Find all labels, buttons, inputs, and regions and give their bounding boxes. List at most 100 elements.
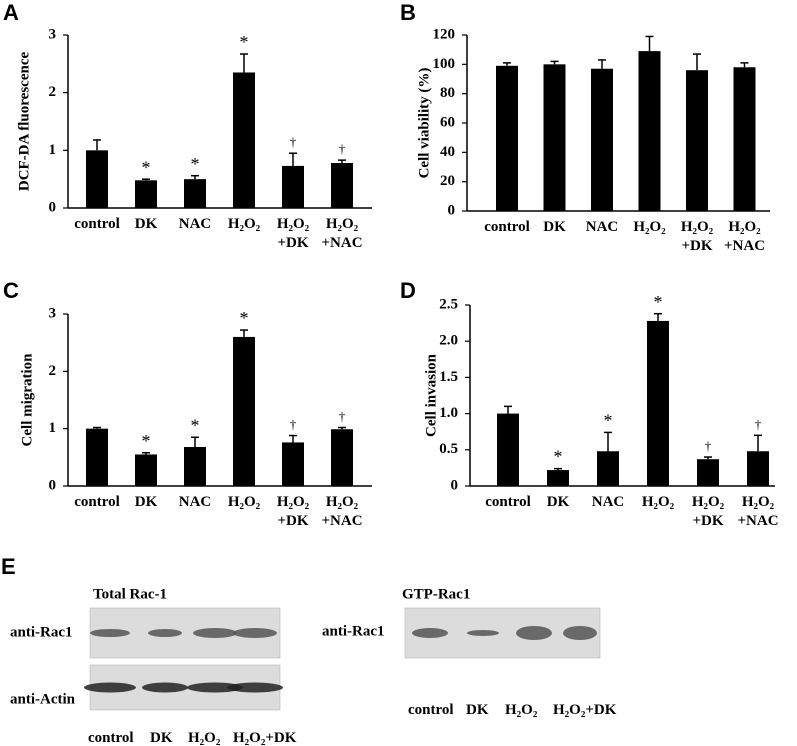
y-tick-label: 3 <box>49 305 57 321</box>
panel-label: E <box>1 554 16 579</box>
error-bar <box>704 456 712 460</box>
y-tick-label: 0 <box>448 202 456 218</box>
x-tick-label: DK <box>134 216 158 232</box>
panel-label: C <box>3 278 19 303</box>
lane-label: H₂O₂ <box>188 730 221 746</box>
error-bar <box>754 434 762 452</box>
y-tick-label: 60 <box>440 114 455 130</box>
error-bar <box>604 431 612 452</box>
bar <box>697 459 719 486</box>
significance-marker: † <box>339 141 346 156</box>
blot-row-label: anti-Actin <box>10 691 76 707</box>
x-tick-label: NAC <box>178 494 212 510</box>
bar <box>647 320 669 486</box>
bar <box>184 179 206 208</box>
blot-row-label: anti-Rac1 <box>322 623 385 639</box>
error-bar <box>338 159 346 164</box>
panel-label: D <box>400 278 416 303</box>
bar <box>233 72 255 208</box>
error-bar <box>740 62 749 68</box>
lane-label: H₂O₂+DK <box>553 702 617 718</box>
blot-row-label: anti-Rac1 <box>10 624 73 640</box>
significance-marker: * <box>240 32 249 52</box>
error-bar <box>93 426 101 429</box>
significance-marker: * <box>142 431 151 451</box>
lane-label: control <box>408 702 454 718</box>
lane-label: DK <box>150 730 173 746</box>
blot-band <box>467 630 499 636</box>
significance-marker: † <box>290 417 297 432</box>
bar <box>686 70 708 211</box>
x-tick-label: H₂O₂ +NAC <box>321 216 363 251</box>
blot-band <box>516 626 552 640</box>
x-tick-label: H₂O₂ +NAC <box>723 219 766 254</box>
lane-label: DK <box>466 702 489 718</box>
x-tick-label: DK <box>546 494 570 510</box>
x-tick-label: H₂O₂ +DK <box>276 216 310 251</box>
error-bar <box>504 405 512 414</box>
x-tick-label: H₂O₂ +NAC <box>737 494 779 529</box>
bar <box>86 428 108 486</box>
y-tick-label: 2 <box>49 363 57 379</box>
bar <box>597 451 619 486</box>
error-bar <box>240 329 248 337</box>
bar <box>638 51 661 212</box>
bar <box>497 413 519 486</box>
y-tick-label: 100 <box>433 56 456 72</box>
x-tick-label: NAC <box>178 216 212 232</box>
x-tick-label: NAC <box>591 494 625 510</box>
significance-marker: * <box>604 411 613 431</box>
y-tick-label: 0.5 <box>439 441 458 457</box>
x-tick-label: H₂O₂ +NAC <box>321 494 363 529</box>
bar <box>331 429 353 486</box>
y-axis-label: Cell viability (%) <box>416 68 432 179</box>
x-tick-label: H₂O₂ +DK <box>680 219 714 254</box>
x-tick-label: H₂O₂ <box>641 494 675 510</box>
error-bar <box>191 436 199 448</box>
bar <box>331 163 353 208</box>
bar <box>184 447 206 486</box>
y-tick-label: 80 <box>440 85 455 101</box>
error-bar <box>93 139 101 151</box>
blot-band <box>412 628 448 638</box>
x-tick-label: DK <box>543 219 566 235</box>
y-tick-label: 0 <box>451 477 459 493</box>
x-tick-label: H₂O₂ +DK <box>276 494 310 529</box>
bar <box>135 180 157 208</box>
bar <box>733 67 756 212</box>
bar <box>282 165 304 208</box>
significance-marker: † <box>755 416 762 431</box>
y-tick-label: 0 <box>49 199 57 215</box>
y-tick-label: 40 <box>440 144 455 160</box>
significance-marker: * <box>240 308 249 328</box>
significance-marker: * <box>191 415 200 435</box>
blot-band <box>187 682 243 693</box>
significance-marker: † <box>705 438 712 453</box>
bar <box>282 442 304 486</box>
bar <box>591 68 613 211</box>
error-bar <box>289 152 297 166</box>
x-tick-label: H₂O₂ +DK <box>691 494 725 529</box>
significance-marker: † <box>290 134 297 149</box>
x-tick-label: control <box>74 494 120 510</box>
error-bar <box>240 53 248 73</box>
bar <box>543 64 566 211</box>
bar <box>496 65 518 211</box>
blot-band <box>233 628 277 638</box>
error-bar <box>503 62 511 66</box>
x-tick-label: H₂O₂ <box>227 216 261 232</box>
error-bar <box>554 467 562 471</box>
error-bar <box>142 451 150 455</box>
x-tick-label: control <box>74 216 120 232</box>
error-bar <box>338 426 346 430</box>
y-tick-label: 1.5 <box>439 369 458 385</box>
x-tick-label: H₂O₂ <box>227 494 261 510</box>
blot-band <box>227 682 283 693</box>
blot-band <box>84 682 136 693</box>
y-tick-label: 0 <box>49 477 57 493</box>
y-tick-label: 1.0 <box>439 405 458 421</box>
blot-band <box>193 628 237 638</box>
significance-marker: * <box>654 292 663 312</box>
